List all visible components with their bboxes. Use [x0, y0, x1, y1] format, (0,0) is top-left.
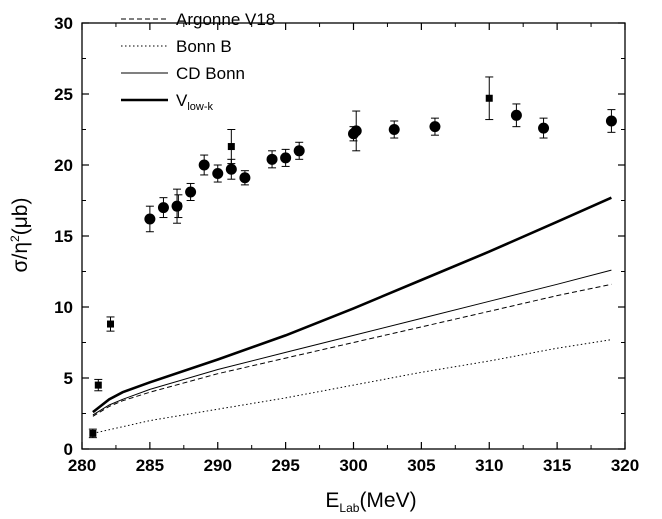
data-point [266, 150, 278, 169]
square-marker [107, 320, 115, 328]
x-tick-label: 280 [68, 456, 96, 475]
data-point [429, 117, 441, 136]
square-marker [485, 94, 493, 102]
circle-marker [510, 109, 522, 121]
x-tick-label: 290 [204, 456, 232, 475]
circle-marker [239, 172, 251, 184]
curves-group [92, 196, 612, 434]
data-point [605, 109, 617, 133]
circle-marker [157, 202, 169, 214]
circle-marker [293, 145, 305, 157]
data-point [227, 129, 236, 165]
data-point [185, 182, 197, 201]
y-tick-label: 20 [54, 156, 73, 175]
circle-marker [429, 121, 441, 133]
circle-marker [185, 186, 197, 198]
legend: Argonne V18 Bonn B CD Bonn Vlow-k [121, 10, 275, 113]
x-tick-label: 310 [475, 456, 503, 475]
data-point [388, 120, 400, 139]
y-tick-label: 5 [64, 369, 73, 388]
y-tick-label: 0 [64, 440, 73, 459]
circle-marker [198, 159, 210, 171]
x-tick-label: 295 [271, 456, 299, 475]
x-tick-label: 315 [543, 456, 571, 475]
circle-marker [212, 168, 224, 180]
data-point [293, 141, 305, 160]
x-tick-label: 285 [136, 456, 164, 475]
circle-marker [350, 125, 362, 137]
data-point [350, 110, 362, 152]
y-axis-title: σ/η2(μb) [8, 198, 32, 273]
square-marker [89, 429, 97, 437]
data-point [485, 76, 494, 121]
x-axis-title: ELab(MeV) [325, 489, 416, 515]
circle-marker [388, 124, 400, 135]
data-point [157, 197, 169, 219]
data-point [106, 316, 115, 332]
ticks-group: 280 285 290 295 300 305 310 315 320 0 5 10 15 20 25 30 [54, 14, 639, 475]
data-point [212, 164, 224, 183]
data-point [94, 378, 103, 392]
circle-marker [538, 122, 550, 134]
data-point [88, 428, 97, 439]
legend-label-4: Vlow-k [176, 91, 214, 113]
data-point [538, 117, 550, 139]
square-marker [94, 381, 102, 389]
data-point [174, 194, 183, 219]
circle-marker [605, 115, 617, 127]
data-points-group [88, 76, 617, 439]
circle-marker [280, 152, 292, 164]
series-line-2 [92, 339, 612, 434]
data-point [510, 103, 522, 128]
data-point [280, 148, 292, 167]
x-tick-label: 305 [407, 456, 435, 475]
data-point [198, 154, 210, 176]
data-point [144, 205, 156, 233]
x-tick-label: 300 [339, 456, 367, 475]
series-line-3 [92, 269, 612, 416]
circle-marker [266, 153, 278, 165]
series-line-4 [92, 196, 612, 414]
data-point [239, 170, 251, 186]
square-marker [227, 143, 235, 151]
y-tick-label: 10 [54, 298, 73, 317]
legend-label-2: Bonn B [176, 37, 232, 56]
y-tick-label: 30 [54, 14, 73, 33]
circle-marker [225, 163, 237, 175]
y-tick-label: 15 [54, 227, 73, 246]
square-marker [174, 202, 182, 210]
x-tick-label: 320 [611, 456, 639, 475]
y-tick-label: 25 [54, 85, 73, 104]
series-line-1 [92, 283, 612, 417]
legend-label-3: CD Bonn [176, 64, 245, 83]
circle-marker [144, 213, 156, 225]
legend-label-1: Argonne V18 [176, 10, 275, 29]
